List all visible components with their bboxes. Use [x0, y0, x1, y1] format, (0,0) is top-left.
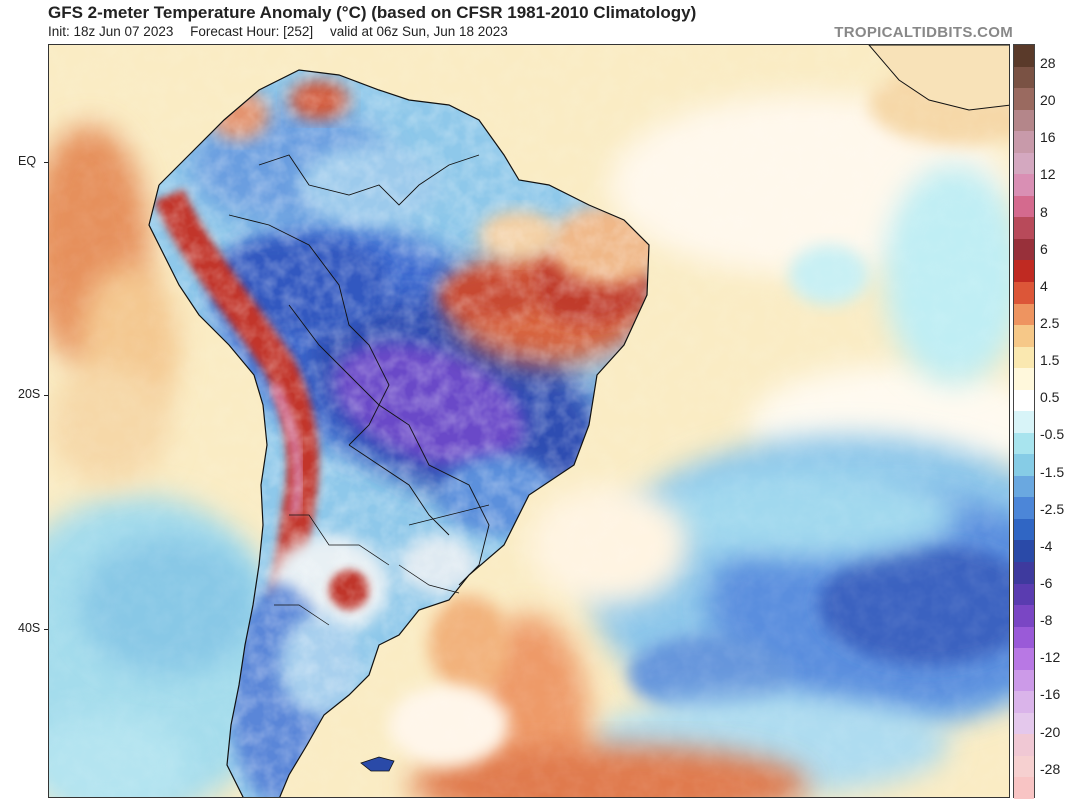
colorbar-segment: [1014, 411, 1034, 434]
colorbar-segment: [1014, 195, 1034, 218]
lat-tick-40s: [44, 629, 49, 630]
colorbar-label: 6: [1040, 240, 1048, 257]
colorbar-label: -4: [1040, 537, 1053, 554]
colorbar-segment: [1014, 755, 1034, 778]
colorbar-segment: [1014, 691, 1034, 714]
colorbar-label: -1.5: [1040, 463, 1065, 480]
anomaly-map-svg: [49, 45, 1009, 797]
colorbar-segment: [1014, 605, 1034, 628]
colorbar-segment: [1014, 626, 1034, 649]
colorbar-label: -6: [1040, 575, 1053, 591]
colorbar-label: 12: [1040, 166, 1056, 183]
colorbar-label: 28: [1040, 55, 1056, 71]
colorbar-segment: [1014, 540, 1034, 563]
colorbar-label: 2.5: [1040, 315, 1060, 331]
colorbar-label: -12: [1040, 649, 1061, 666]
lat-label-40s: 40S: [18, 621, 41, 635]
colorbar-label: -16: [1040, 686, 1061, 703]
colorbar-label: -20: [1040, 723, 1061, 740]
colorbar-segment: [1014, 562, 1034, 585]
colorbar-segment: [1014, 238, 1034, 261]
colorbar-segment: [1014, 669, 1034, 692]
coastline-borders: [148, 69, 650, 797]
colorbar-label: -8: [1040, 612, 1053, 629]
colorbar-segment: [1014, 389, 1034, 412]
colorbar-segment: [1014, 174, 1034, 197]
colorbar-label: -28: [1040, 760, 1061, 777]
colorbar-segment: [1014, 88, 1034, 111]
colorbar-segment: [1014, 454, 1034, 477]
colorbar-segment: [1014, 66, 1034, 89]
colorbar-segment: [1014, 281, 1034, 304]
colorbar-segment: [1014, 432, 1034, 455]
colorbar-segment: [1014, 131, 1034, 154]
colorbar-label: 1.5: [1040, 352, 1060, 369]
africa-coast: [868, 45, 1009, 111]
colorbar-segment: [1014, 648, 1034, 671]
colorbar-segment: [1014, 346, 1034, 369]
colorbar-segment: [1014, 217, 1034, 240]
colorbar-segment: [1014, 475, 1034, 498]
colorbar-segment: [1014, 734, 1034, 757]
colorbar-label: 20: [1040, 92, 1056, 109]
texture-overlay: [49, 45, 1009, 797]
colorbar-label: -0.5: [1040, 426, 1065, 443]
colorbar-segment: [1014, 777, 1034, 799]
colorbar-segment: [1014, 325, 1034, 348]
colorbar-label: 8: [1040, 203, 1048, 220]
colorbar-segment: [1014, 260, 1034, 283]
lat-label-20s: 20S: [18, 387, 41, 401]
colorbar-segment: [1014, 303, 1034, 326]
anomaly-map: [48, 44, 1010, 798]
valid-time: valid at 06z Sun, Jun 18 2023: [329, 24, 508, 39]
colorbar-label: 16: [1040, 129, 1056, 146]
colorbar-label: 0.5: [1040, 389, 1060, 406]
colorbar-segment: [1014, 152, 1034, 175]
lat-tick-eq: [44, 162, 49, 163]
colorbar-label: 4: [1040, 277, 1048, 294]
brand-watermark: TROPICALTIDBITS.COM: [834, 24, 1013, 41]
map-title: GFS 2-meter Temperature Anomaly (°C) (ba…: [48, 3, 697, 22]
lat-tick-20s: [44, 395, 49, 396]
colorbar-label: -2.5: [1040, 500, 1065, 517]
colorbar-segment: [1014, 712, 1034, 735]
falklands-island: [360, 756, 395, 772]
init-time: Init: 18z Jun 07 2023: [48, 24, 174, 39]
colorbar-segment: [1014, 109, 1034, 132]
lat-label-eq: EQ: [18, 154, 37, 168]
forecast-hour: Forecast Hour: [252]: [190, 24, 314, 39]
colorbar-segment: [1014, 583, 1034, 606]
colorbar-segment: [1014, 45, 1034, 68]
colorbar: [1013, 44, 1035, 799]
map-subtitle: Init: 18z Jun 07 2023 Forecast Hour: [25…: [48, 24, 521, 39]
colorbar-segment: [1014, 518, 1034, 541]
colorbar-segment: [1014, 497, 1034, 520]
colorbar-segment: [1014, 368, 1034, 391]
